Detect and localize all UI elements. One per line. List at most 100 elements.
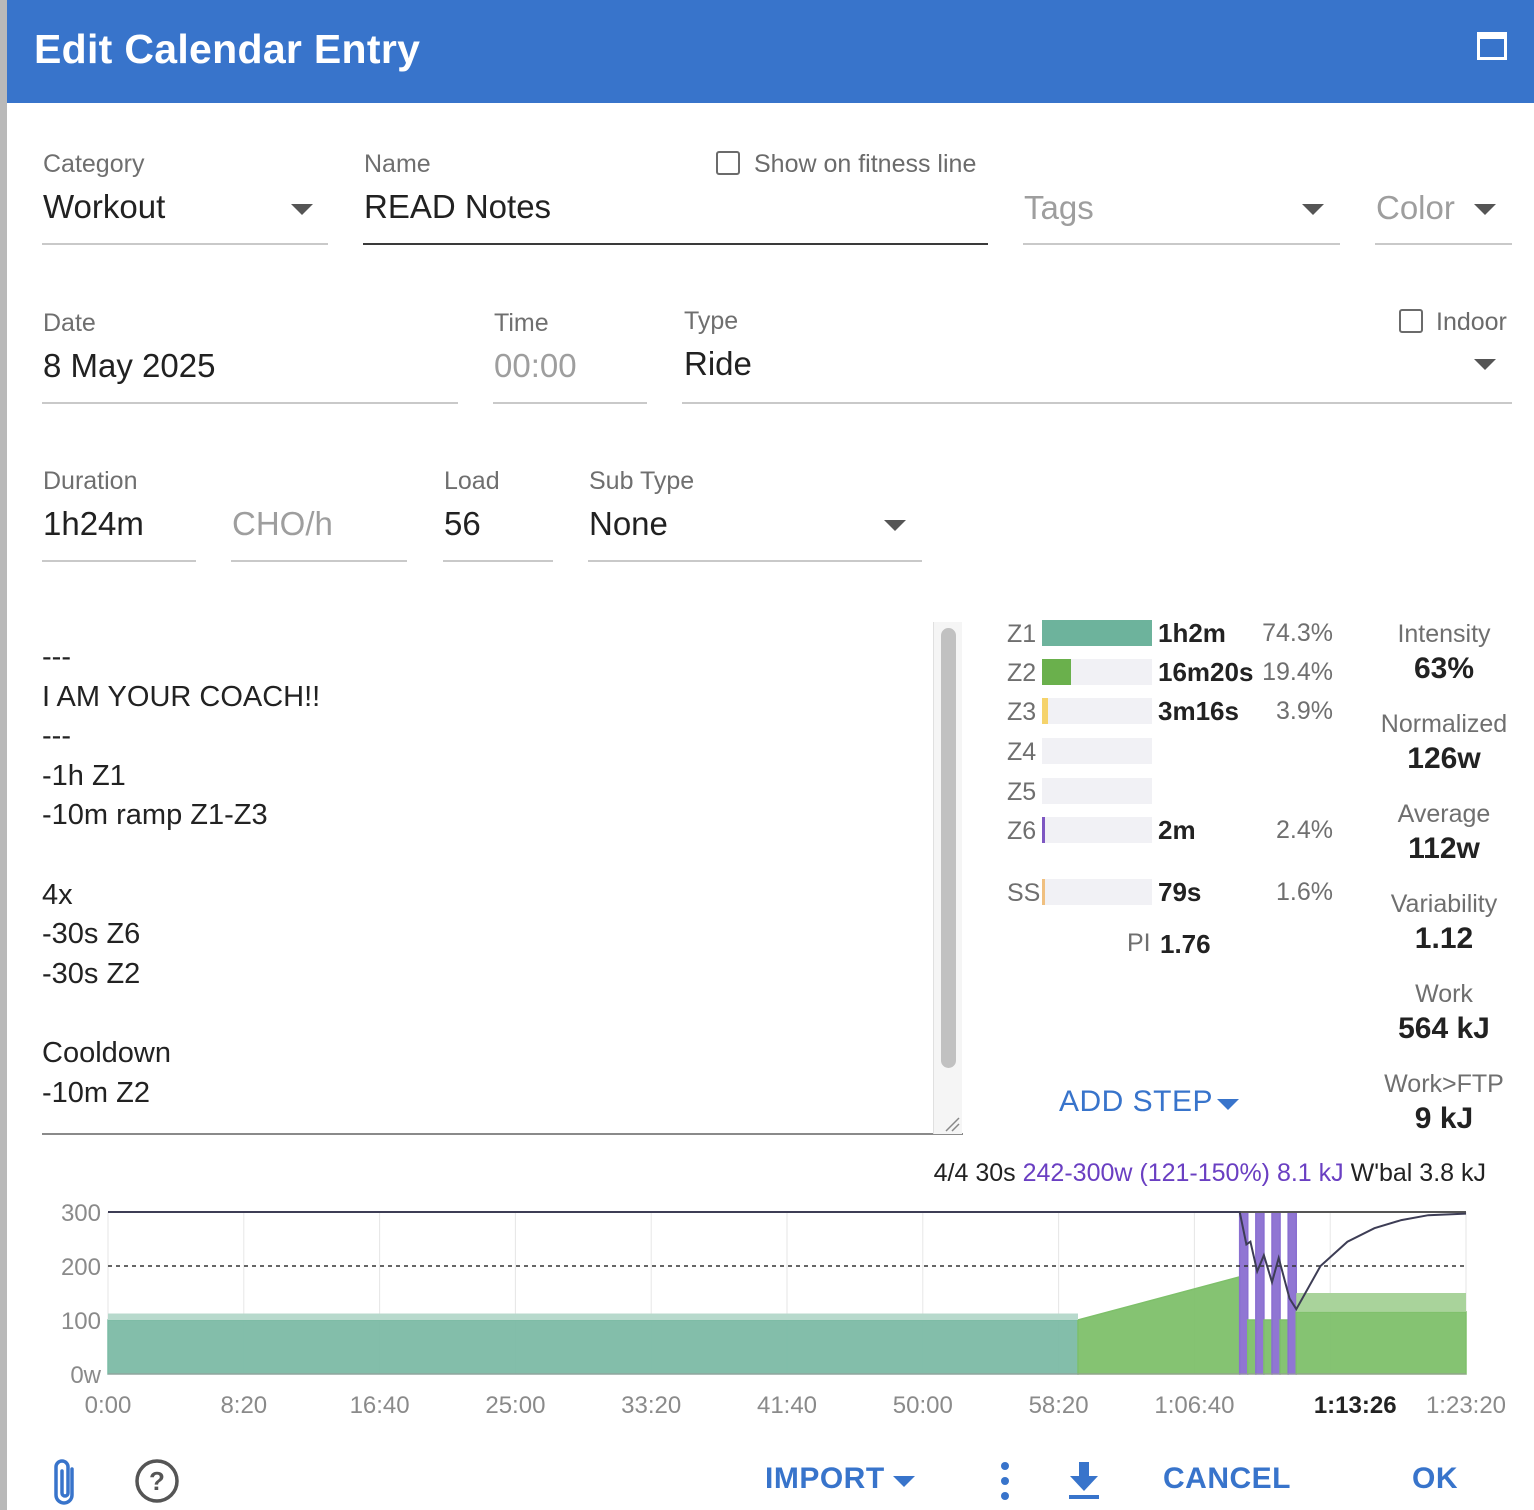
zone-duration: 3m16s: [1158, 696, 1239, 726]
zone-track: [1042, 698, 1152, 724]
chevron-down-icon[interactable]: [1302, 204, 1324, 215]
zone-track: [1042, 778, 1152, 804]
target-band: [1296, 1293, 1466, 1312]
stat-label: Work: [1415, 980, 1473, 1008]
color-select[interactable]: Color: [1376, 189, 1455, 226]
notes-underline: [42, 1133, 963, 1135]
x-tick-label: 8:20: [220, 1392, 267, 1419]
name-underline: [363, 243, 988, 245]
notes-line: [42, 836, 922, 876]
tags-underline: [1023, 243, 1340, 245]
step-label: 4/4 30s: [933, 1159, 1016, 1187]
paperclip-icon[interactable]: [48, 1457, 82, 1507]
load-input[interactable]: 56: [444, 505, 481, 542]
chevron-down-icon[interactable]: [1474, 204, 1496, 215]
zone-label: Z4: [1007, 738, 1037, 766]
chevron-down-icon[interactable]: [884, 520, 906, 531]
zone-label: Z5: [1007, 778, 1037, 806]
zone-label: SS: [1007, 879, 1041, 907]
category-label: Category: [43, 150, 145, 178]
zone-percent: 3.9%: [1276, 697, 1333, 725]
zone-track: [1042, 817, 1152, 843]
wbal-label: W'bal 3.8 kJ: [1350, 1159, 1486, 1187]
tags-select[interactable]: Tags: [1024, 189, 1094, 226]
time-label: Time: [494, 309, 549, 337]
type-select[interactable]: Ride: [684, 345, 752, 382]
load-underline: [443, 560, 553, 562]
chart-step-info: 4/4 30s 242-300w (121-150%) 8.1 kJ W'bal…: [934, 1159, 1486, 1188]
type-underline: [682, 402, 1512, 404]
zone-percent: 1.6%: [1276, 878, 1333, 906]
chart-segment: [1295, 1311, 1467, 1375]
zone-percent: 74.3%: [1262, 619, 1333, 647]
date-underline: [42, 402, 458, 404]
y-tick-label: 0w: [70, 1362, 101, 1389]
notes-line: I AM YOUR COACH!!: [42, 680, 321, 713]
zone-duration: 16m20s: [1158, 657, 1254, 687]
notes-line: -10m Z2: [42, 1076, 150, 1109]
category-select[interactable]: Workout: [43, 188, 166, 225]
chevron-down-icon[interactable]: [1474, 359, 1496, 370]
time-underline: [493, 402, 647, 404]
cancel-button[interactable]: CANCEL: [1163, 1462, 1291, 1495]
zone-label: Z6: [1007, 817, 1037, 845]
time-input[interactable]: 00:00: [494, 347, 577, 384]
chevron-down-icon[interactable]: [291, 204, 313, 215]
background-strip: [0, 0, 7, 1510]
stat-value: 1.12: [1414, 922, 1474, 955]
x-tick-label: 58:20: [1029, 1392, 1089, 1419]
date-input[interactable]: 8 May 2025: [43, 347, 216, 384]
color-underline: [1375, 243, 1512, 245]
svg-text:?: ?: [149, 1466, 165, 1496]
y-tick-label: 100: [61, 1308, 101, 1335]
date-label: Date: [43, 309, 96, 337]
notes-line: [42, 994, 922, 1034]
zone-track: [1042, 879, 1152, 905]
indoor-label: Indoor: [1436, 308, 1507, 336]
notes-line: 4x: [42, 878, 73, 911]
add-step-button[interactable]: ADD STEP: [1059, 1085, 1214, 1118]
more-vert-icon[interactable]: [995, 1460, 1015, 1502]
zone-bar: [1042, 659, 1071, 685]
target-band: [108, 1313, 1078, 1320]
zone-label: Z3: [1007, 698, 1037, 726]
notes-line: ---: [42, 720, 71, 753]
y-tick-label: 300: [61, 1200, 101, 1227]
show-fitness-checkbox[interactable]: [716, 151, 740, 175]
chevron-down-icon[interactable]: [1217, 1099, 1239, 1110]
pi-label: PI: [1127, 929, 1151, 957]
stat-label: Variability: [1390, 890, 1498, 918]
stat-value: 564 kJ: [1398, 1012, 1490, 1045]
load-label: Load: [444, 467, 500, 495]
duration-label: Duration: [43, 467, 138, 495]
zone-percent: 19.4%: [1262, 658, 1333, 686]
cho-input[interactable]: CHO/h: [232, 505, 333, 542]
zone-track: [1042, 738, 1152, 764]
subtype-select[interactable]: None: [589, 505, 668, 542]
ok-button[interactable]: OK: [1412, 1462, 1458, 1495]
notes-scrollbar-thumb[interactable]: [941, 628, 956, 1068]
stat-label: Average: [1397, 800, 1491, 828]
help-icon[interactable]: ?: [133, 1457, 181, 1505]
stat-value: 112w: [1408, 832, 1480, 865]
zone-duration: 79s: [1158, 877, 1202, 907]
notes-line: -30s Z2: [42, 957, 141, 990]
chevron-down-icon[interactable]: [893, 1476, 915, 1487]
duration-input[interactable]: 1h24m: [43, 505, 144, 542]
zone-percent: 2.4%: [1276, 816, 1333, 844]
workout-chart[interactable]: 300 200 100 0w 0:00 8:20 16:40 25:00 33:20 41:40 5…: [0, 1195, 1534, 1435]
download-icon[interactable]: [1066, 1460, 1102, 1502]
chart-segment: [1287, 1211, 1297, 1375]
maximize-icon[interactable]: [1477, 32, 1507, 60]
notes-line: -10m ramp Z1-Z3: [42, 799, 268, 832]
duration-underline: [42, 560, 196, 562]
notes-textarea[interactable]: --- I AM YOUR COACH!! --- -1h Z1 -10m ramp Z…: [42, 638, 922, 1113]
stat-label: Intensity: [1397, 620, 1491, 648]
pi-value: 1.76: [1160, 929, 1211, 959]
resize-handle-icon[interactable]: [944, 1116, 960, 1132]
import-button[interactable]: IMPORT: [765, 1462, 885, 1495]
name-input[interactable]: READ Notes: [364, 188, 552, 225]
indoor-checkbox[interactable]: [1399, 309, 1423, 333]
x-tick-label: 1:23:20: [1426, 1392, 1506, 1419]
x-tick-label: 41:40: [757, 1392, 817, 1419]
